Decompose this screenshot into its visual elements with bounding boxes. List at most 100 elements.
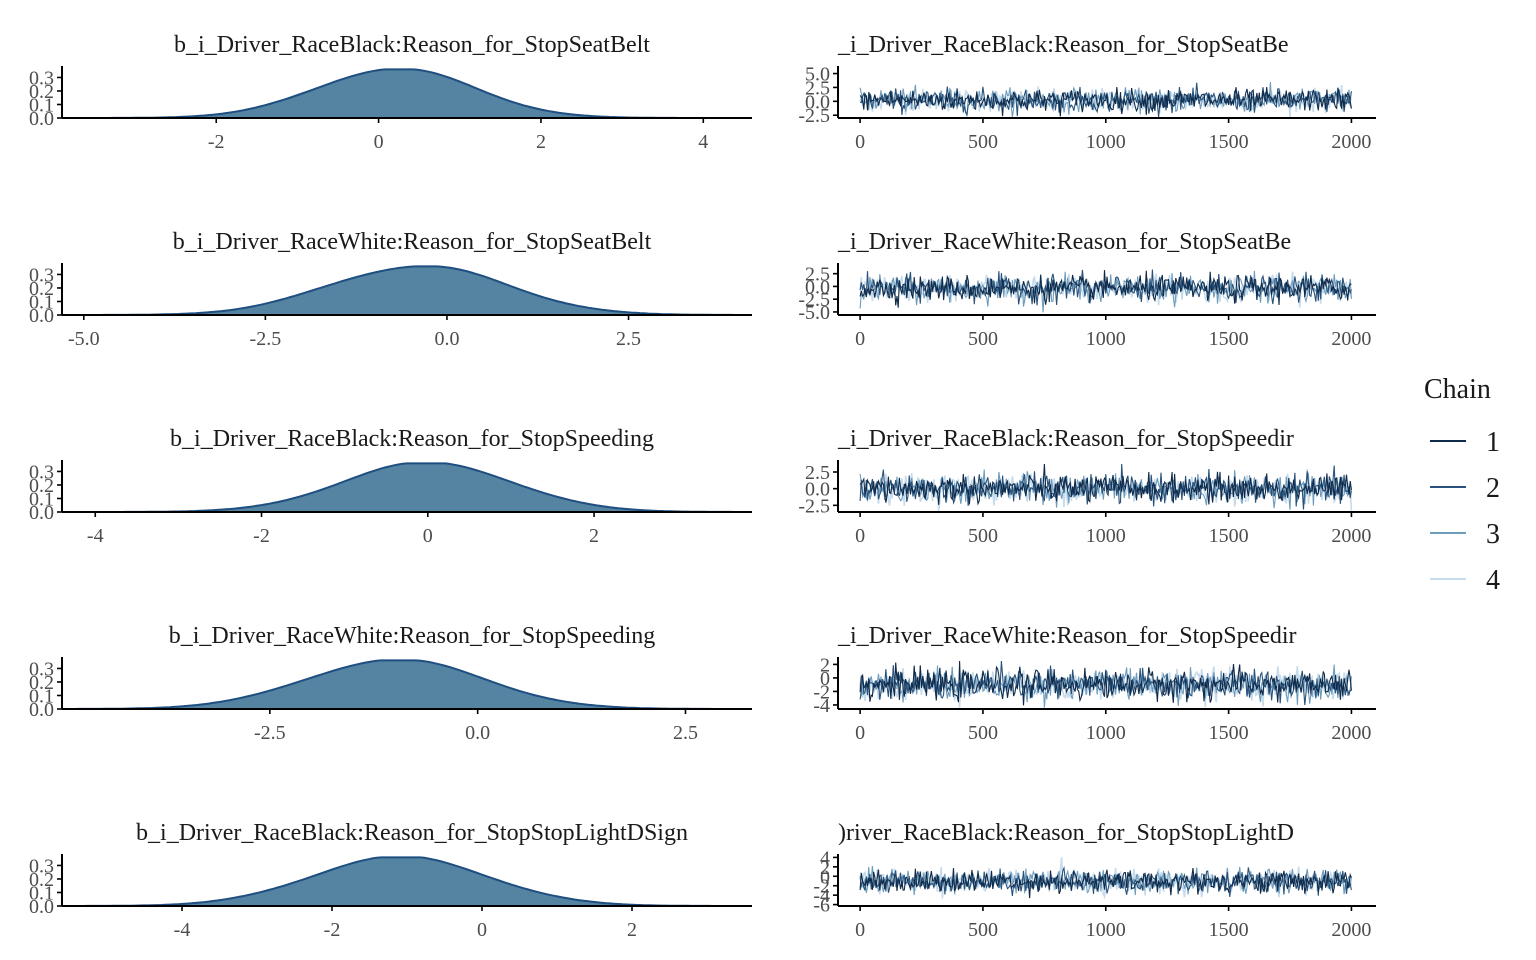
trace-panel: _i_Driver_RaceBlack:Reason_for_StopSeatB…	[798, 32, 1376, 153]
diagnostic-row-5: b_i_Driver_RaceBlack:Reason_for_StopStop…	[29, 820, 1376, 941]
trace-x-tick-label: 0	[855, 919, 865, 941]
density-y-tick-label: 0.1	[29, 94, 54, 116]
density-x-tick-label: 2.5	[616, 328, 641, 350]
density-y-tick-label: 0.1	[29, 685, 54, 707]
trace-x-tick-label: 1000	[1086, 131, 1126, 153]
density-title: b_i_Driver_RaceBlack:Reason_for_StopSpee…	[170, 426, 654, 452]
density-y-tick-label: 0.0	[29, 896, 54, 918]
legend-title: Chain	[1424, 374, 1491, 405]
density-x-tick-label: 0	[477, 919, 487, 941]
density-y-tick-label: 0.0	[29, 502, 54, 524]
trace-x-tick-label: 0	[855, 722, 865, 744]
trace-x-tick-label: 500	[968, 919, 998, 941]
trace-y-tick-label: 4	[820, 847, 830, 869]
trace-x-tick-label: 1500	[1209, 131, 1249, 153]
legend-label-chain-1: 1	[1486, 427, 1500, 458]
trace-chain-1	[859, 86, 1352, 117]
density-x-tick-label: -2	[208, 131, 225, 153]
density-x-tick-label: 0.0	[434, 328, 459, 350]
density-y-tick-label: 0.3	[29, 461, 54, 483]
density-y-tick-label: 0.2	[29, 81, 54, 103]
trace-x-tick-label: 500	[968, 328, 998, 350]
trace-chain-1	[859, 270, 1352, 308]
density-y-tick-label: 0.2	[29, 278, 54, 300]
trace-panel: _i_Driver_RaceBlack:Reason_for_StopSpeed…	[798, 426, 1376, 547]
diagnostic-row-3: b_i_Driver_RaceBlack:Reason_for_StopSpee…	[29, 426, 1376, 547]
trace-y-tick-label: -4	[813, 695, 830, 717]
trace-y-tick-label: 0.0	[805, 91, 830, 113]
density-x-tick-label: 2	[589, 525, 599, 547]
trace-chain-1	[859, 660, 1352, 706]
trace-x-tick-label: 1000	[1086, 722, 1126, 744]
density-panel: b_i_Driver_RaceWhite:Reason_for_StopSeat…	[29, 229, 752, 350]
density-panel: b_i_Driver_RaceBlack:Reason_for_StopSpee…	[29, 426, 752, 547]
trace-title: _i_Driver_RaceWhite:Reason_for_StopSpeed…	[837, 623, 1297, 649]
density-y-tick-label: 0.2	[29, 672, 54, 694]
trace-x-tick-label: 0	[855, 328, 865, 350]
trace-x-tick-label: 500	[968, 525, 998, 547]
trace-x-tick-label: 1500	[1209, 722, 1249, 744]
trace-y-tick-label: -2	[813, 876, 830, 898]
trace-y-tick-label: 0.0	[805, 276, 830, 298]
density-y-tick-label: 0.0	[29, 108, 54, 130]
trace-y-tick-label: -2.5	[798, 289, 830, 311]
trace-panel: _i_Driver_RaceWhite:Reason_for_StopSeatB…	[798, 229, 1376, 350]
density-x-tick-label: 2	[536, 131, 546, 153]
density-x-tick-label: -2	[324, 919, 341, 941]
density-x-tick-label: 0	[374, 131, 384, 153]
trace-y-tick-label: -2.5	[798, 495, 830, 517]
trace-x-tick-label: 1000	[1086, 525, 1126, 547]
trace-x-tick-label: 1500	[1209, 525, 1249, 547]
density-x-tick-label: -2.5	[254, 722, 286, 744]
density-title: b_i_Driver_RaceWhite:Reason_for_StopSeat…	[173, 229, 652, 255]
legend-label-chain-4: 4	[1486, 565, 1500, 596]
density-y-tick-label: 0.0	[29, 699, 54, 721]
density-panel: b_i_Driver_RaceBlack:Reason_for_StopSeat…	[29, 32, 752, 153]
trace-x-tick-label: 0	[855, 525, 865, 547]
trace-title: )river_RaceBlack:Reason_for_StopStopLigh…	[838, 820, 1294, 846]
trace-chain-1	[859, 463, 1352, 506]
trace-x-tick-label: 1500	[1209, 919, 1249, 941]
trace-x-tick-label: 1500	[1209, 328, 1249, 350]
trace-y-tick-label: 0.0	[805, 479, 830, 501]
trace-title: _i_Driver_RaceBlack:Reason_for_StopSpeed…	[837, 426, 1294, 452]
density-x-tick-label: -4	[87, 525, 104, 547]
density-x-tick-label: -4	[174, 919, 191, 941]
density-panel: b_i_Driver_RaceBlack:Reason_for_StopStop…	[29, 820, 752, 941]
density-x-tick-label: 0	[423, 525, 433, 547]
trace-x-tick-label: 1000	[1086, 328, 1126, 350]
trace-y-tick-label: 0	[820, 668, 830, 690]
trace-y-tick-label: 2	[820, 857, 830, 879]
density-y-tick-label: 0.3	[29, 658, 54, 680]
density-area	[62, 659, 752, 710]
density-y-tick-label: 0.2	[29, 869, 54, 891]
density-area	[62, 68, 752, 119]
density-title: b_i_Driver_RaceWhite:Reason_for_StopSpee…	[169, 623, 656, 649]
diagnostic-row-4: b_i_Driver_RaceWhite:Reason_for_StopSpee…	[29, 623, 1376, 744]
trace-panel: )river_RaceBlack:Reason_for_StopStopLigh…	[813, 820, 1376, 941]
density-x-tick-label: -2	[253, 525, 270, 547]
density-x-tick-label: 0.0	[465, 722, 490, 744]
density-x-tick-label: -2.5	[250, 328, 282, 350]
density-x-tick-label: 2	[627, 919, 637, 941]
trace-y-tick-label: -2	[813, 681, 830, 703]
trace-y-tick-label: 2.5	[805, 264, 830, 286]
trace-title: _i_Driver_RaceWhite:Reason_for_StopSeatB…	[837, 229, 1291, 255]
density-title: b_i_Driver_RaceBlack:Reason_for_StopStop…	[136, 820, 688, 846]
trace-x-tick-label: 2000	[1331, 328, 1371, 350]
trace-panel: _i_Driver_RaceWhite:Reason_for_StopSpeed…	[813, 623, 1376, 744]
legend: Chain 1 2 3 4	[1424, 374, 1500, 596]
density-y-tick-label: 0.1	[29, 488, 54, 510]
trace-y-tick-label: -4	[813, 885, 830, 907]
trace-x-tick-label: 2000	[1331, 525, 1371, 547]
trace-title: _i_Driver_RaceBlack:Reason_for_StopSeatB…	[837, 32, 1289, 58]
trace-x-tick-label: 2000	[1331, 131, 1371, 153]
density-panel: b_i_Driver_RaceWhite:Reason_for_StopSpee…	[29, 623, 752, 744]
trace-y-tick-label: 5.0	[805, 64, 830, 86]
density-title: b_i_Driver_RaceBlack:Reason_for_StopSeat…	[174, 32, 650, 58]
trace-y-tick-label: -5.0	[798, 302, 830, 324]
trace-y-tick-label: 2.5	[805, 462, 830, 484]
diagnostic-row-2: b_i_Driver_RaceWhite:Reason_for_StopSeat…	[29, 229, 1376, 350]
density-x-tick-label: 4	[698, 131, 708, 153]
